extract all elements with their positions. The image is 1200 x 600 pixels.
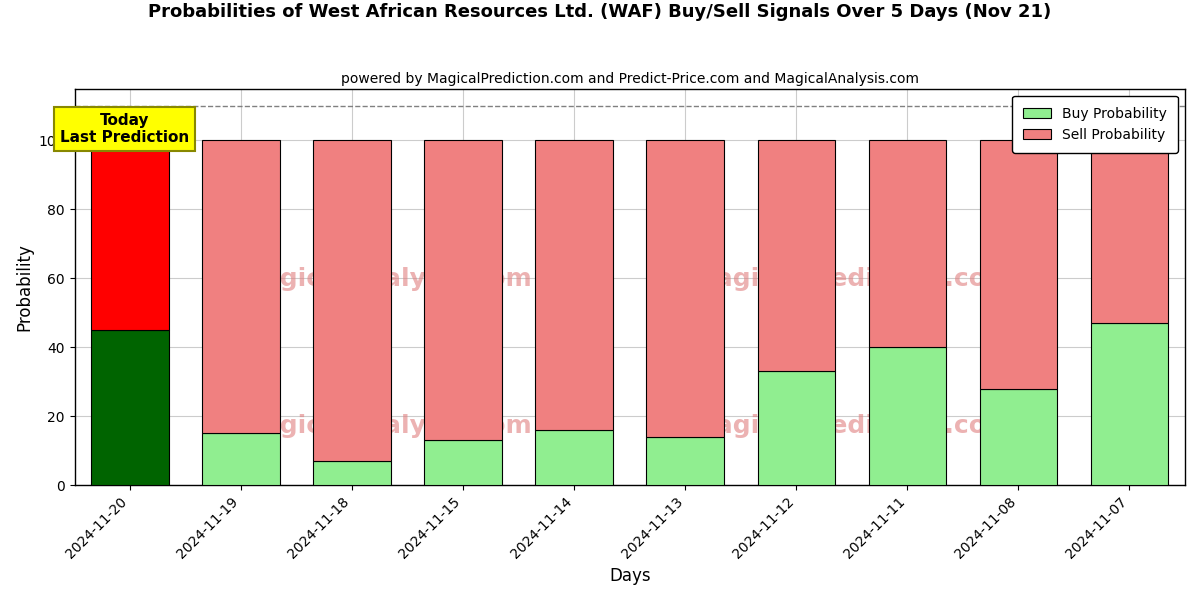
Bar [1091, 140, 1169, 323]
Bar [647, 140, 725, 437]
Bar [313, 461, 391, 485]
Bar [425, 140, 502, 440]
Bar [757, 371, 835, 485]
X-axis label: Days: Days [610, 567, 650, 585]
Bar [91, 140, 169, 330]
Bar [869, 347, 947, 485]
Text: MagicalPrediction.com: MagicalPrediction.com [691, 413, 1013, 437]
Bar [425, 440, 502, 485]
Bar [203, 433, 280, 485]
Text: Today
Last Prediction: Today Last Prediction [60, 113, 190, 145]
Bar [91, 330, 169, 485]
Text: MagicalAnalysis.com: MagicalAnalysis.com [239, 413, 533, 437]
Y-axis label: Probability: Probability [16, 243, 34, 331]
Legend: Buy Probability, Sell Probability: Buy Probability, Sell Probability [1012, 95, 1178, 152]
Bar [979, 140, 1057, 389]
Bar [1091, 323, 1169, 485]
Bar [647, 437, 725, 485]
Bar [535, 140, 613, 430]
Title: powered by MagicalPrediction.com and Predict-Price.com and MagicalAnalysis.com: powered by MagicalPrediction.com and Pre… [341, 72, 919, 86]
Bar [757, 140, 835, 371]
Bar [979, 389, 1057, 485]
Text: MagicalPrediction.com: MagicalPrediction.com [691, 267, 1013, 291]
Bar [535, 430, 613, 485]
Bar [313, 140, 391, 461]
Bar [203, 140, 280, 433]
Text: MagicalAnalysis.com: MagicalAnalysis.com [239, 267, 533, 291]
Bar [869, 140, 947, 347]
Text: Probabilities of West African Resources Ltd. (WAF) Buy/Sell Signals Over 5 Days : Probabilities of West African Resources … [149, 3, 1051, 21]
